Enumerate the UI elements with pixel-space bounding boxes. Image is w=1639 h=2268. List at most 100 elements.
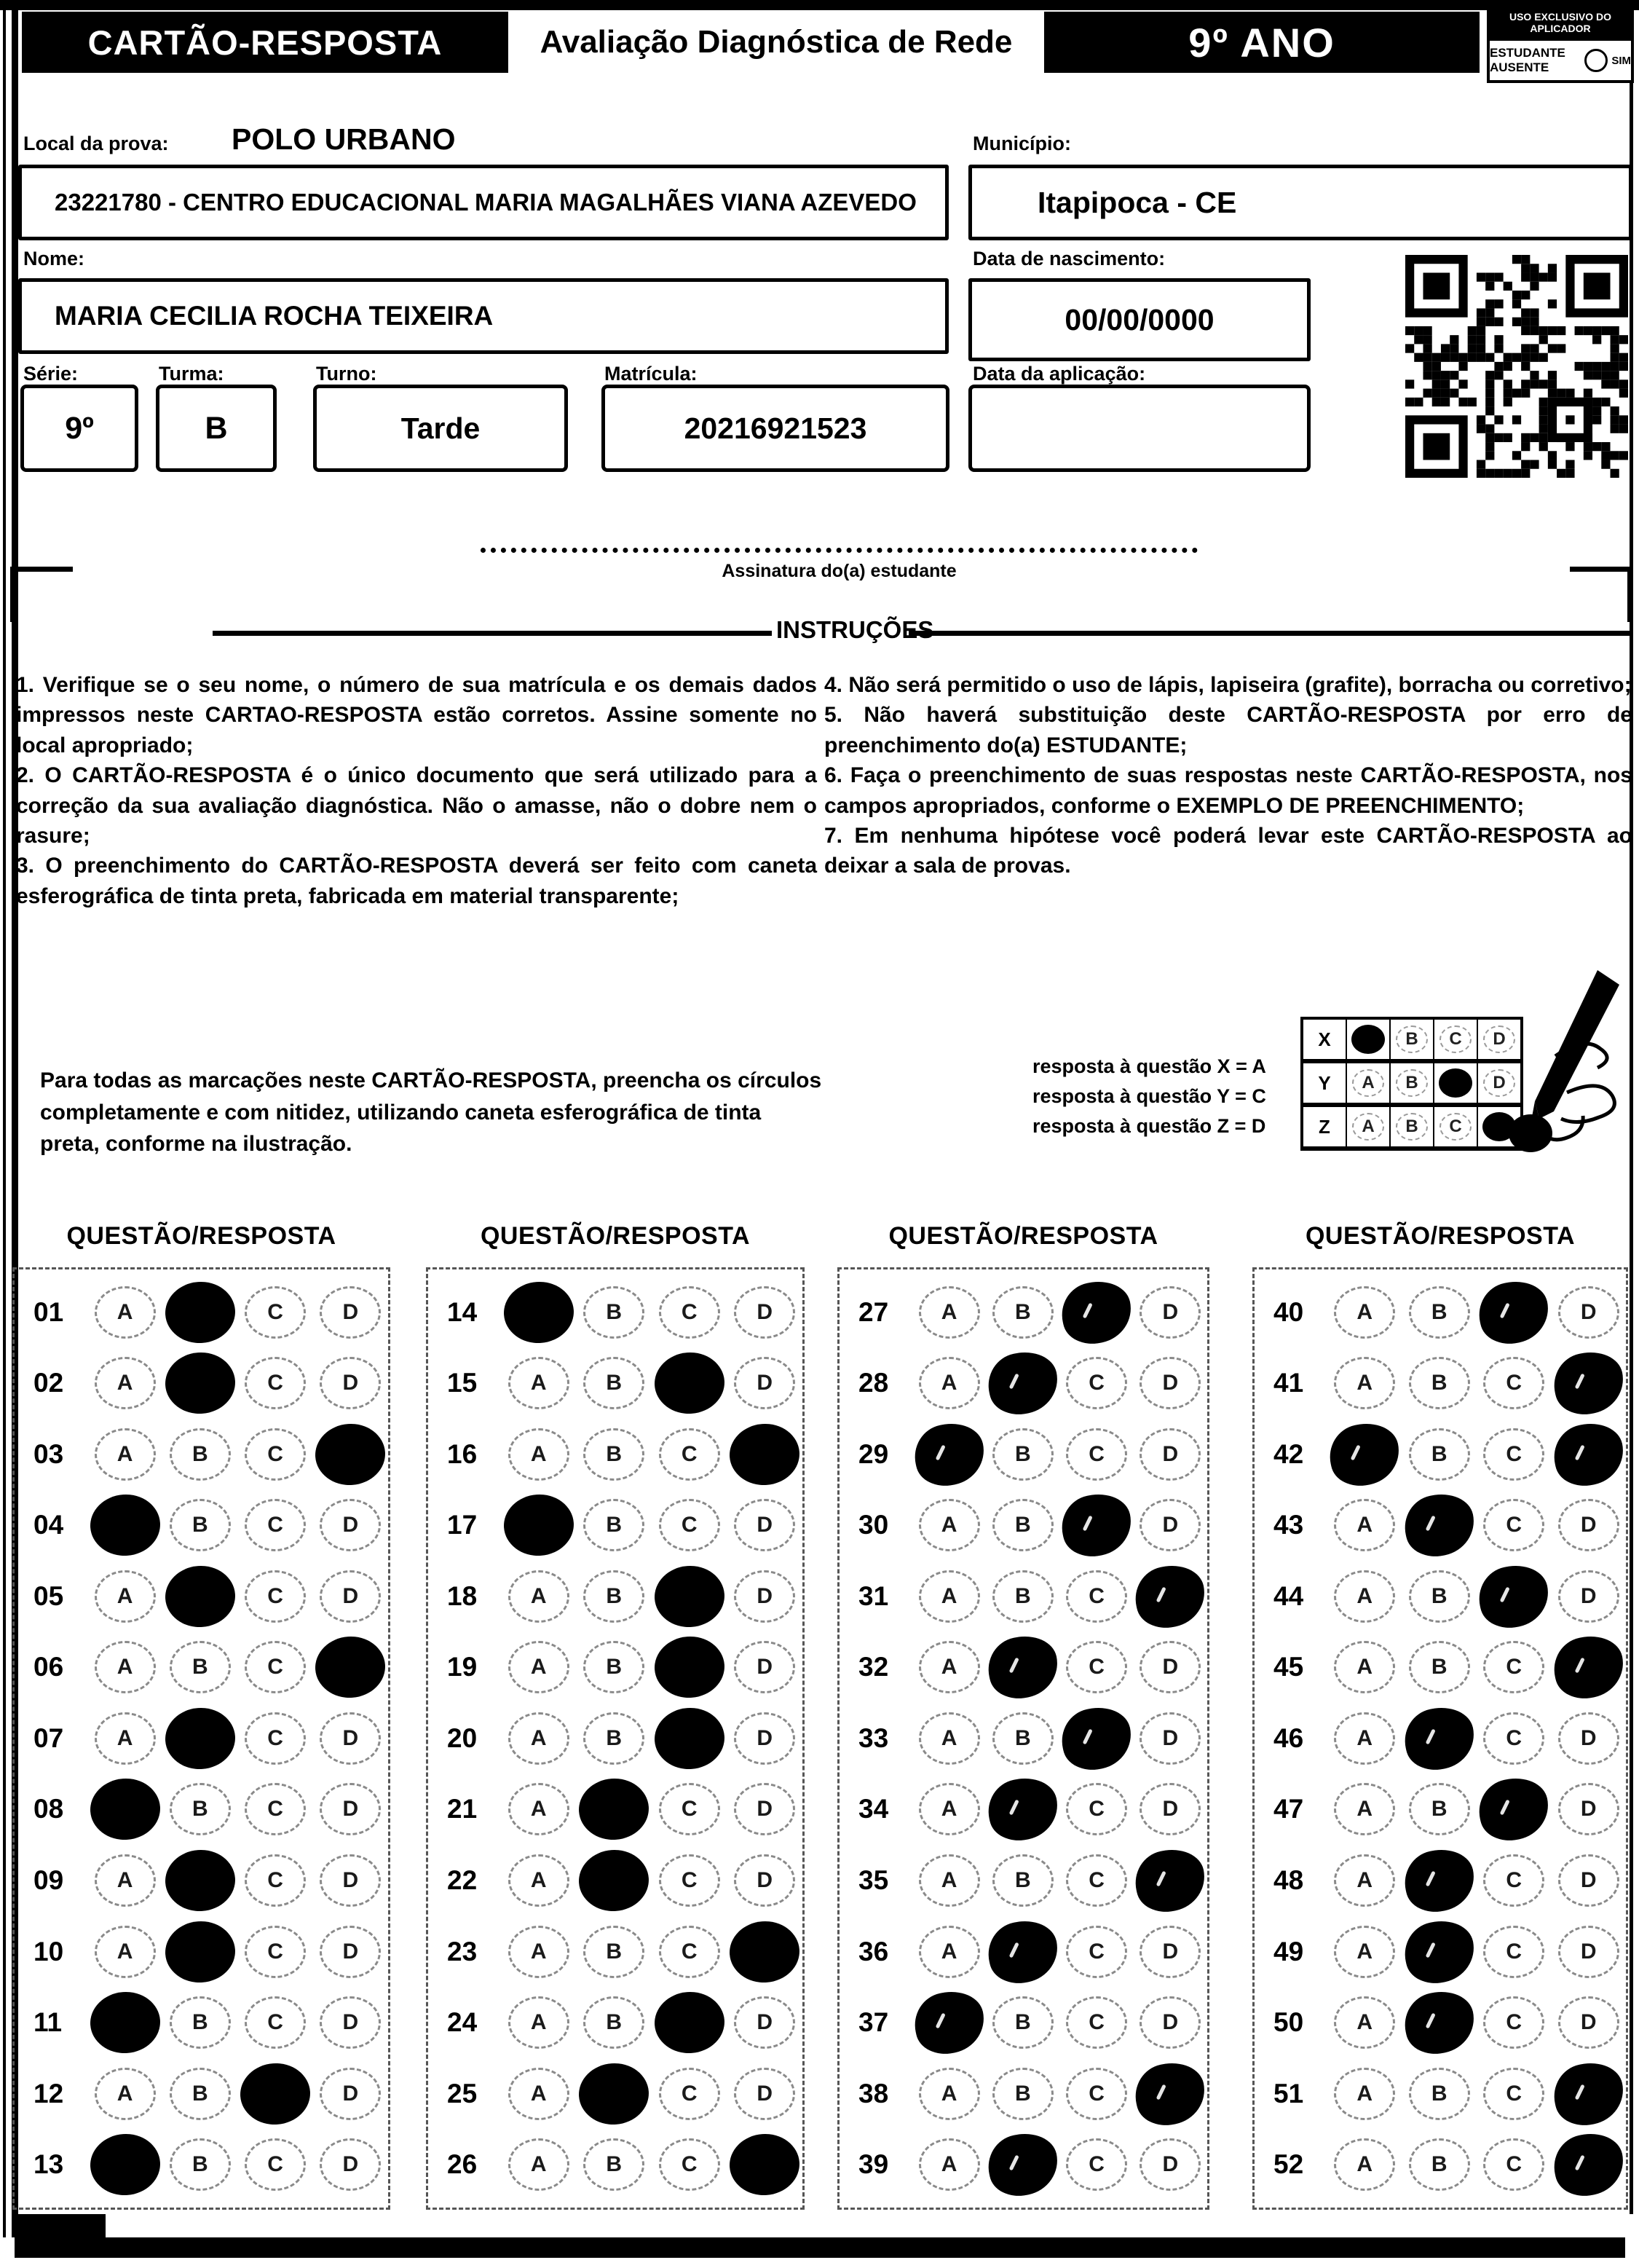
filled-bubble-08-A[interactable]	[87, 1776, 162, 1843]
bubble-08-B[interactable]: B	[169, 1783, 231, 1836]
bubble-44-D[interactable]: D	[1557, 1570, 1619, 1623]
filled-bubble-45-D[interactable]	[1548, 1630, 1630, 1705]
bubble-24-A[interactable]: A	[508, 1996, 569, 2050]
bubble-09-C[interactable]: C	[245, 1854, 307, 1907]
bubble-10-A[interactable]: A	[94, 1925, 156, 1978]
filled-bubble-15-C[interactable]	[652, 1350, 727, 1417]
bubble-27-D[interactable]: D	[1140, 1285, 1201, 1339]
bubble-29-C[interactable]: C	[1066, 1428, 1128, 1481]
bubble-32-D[interactable]: D	[1140, 1641, 1201, 1694]
bubble-45-B[interactable]: B	[1408, 1641, 1470, 1694]
bubble-13-C[interactable]: C	[245, 2138, 307, 2192]
bubble-12-B[interactable]: B	[169, 2067, 231, 2120]
bubble-33-B[interactable]: B	[992, 1712, 1054, 1765]
bubble-04-B[interactable]: B	[169, 1499, 231, 1552]
bubble-48-C[interactable]: C	[1483, 1854, 1545, 1907]
bubble-48-D[interactable]: D	[1557, 1854, 1619, 1907]
filled-bubble-44-C[interactable]	[1473, 1559, 1555, 1634]
filled-bubble-29-A[interactable]	[908, 1417, 990, 1492]
bubble-33-A[interactable]: A	[918, 1712, 980, 1765]
filled-bubble-01-B[interactable]	[163, 1279, 237, 1346]
bubble-35-A[interactable]: A	[918, 1854, 980, 1907]
bubble-36-D[interactable]: D	[1140, 1925, 1201, 1978]
bubble-42-B[interactable]: B	[1408, 1428, 1470, 1481]
bubble-38-A[interactable]: A	[918, 2067, 980, 2120]
bubble-46-A[interactable]: A	[1334, 1712, 1396, 1765]
bubble-18-A[interactable]: A	[508, 1570, 569, 1623]
bubble-52-C[interactable]: C	[1483, 2138, 1545, 2192]
bubble-26-A[interactable]: A	[508, 2138, 569, 2192]
bubble-50-A[interactable]: A	[1334, 1996, 1396, 2050]
bubble-40-A[interactable]: A	[1334, 1285, 1396, 1339]
bubble-47-B[interactable]: B	[1408, 1783, 1470, 1836]
bubble-51-C[interactable]: C	[1483, 2067, 1545, 2120]
bubble-07-A[interactable]: A	[94, 1712, 156, 1765]
bubble-39-C[interactable]: C	[1066, 2138, 1128, 2192]
bubble-27-A[interactable]: A	[918, 1285, 980, 1339]
bubble-42-C[interactable]: C	[1483, 1428, 1545, 1481]
bubble-02-C[interactable]: C	[245, 1357, 307, 1410]
absent-bubble[interactable]	[1584, 49, 1608, 72]
filled-bubble-30-C[interactable]	[1056, 1488, 1137, 1563]
filled-bubble-49-B[interactable]	[1399, 1914, 1480, 1989]
bubble-32-A[interactable]: A	[918, 1641, 980, 1694]
bubble-14-D[interactable]: D	[734, 1285, 796, 1339]
bubble-08-C[interactable]: C	[245, 1783, 307, 1836]
filled-bubble-26-D[interactable]	[727, 2131, 802, 2198]
bubble-01-D[interactable]: D	[320, 1285, 382, 1339]
filled-bubble-43-B[interactable]	[1399, 1488, 1480, 1563]
bubble-24-B[interactable]: B	[583, 1996, 645, 2050]
filled-bubble-42-D[interactable]	[1548, 1417, 1630, 1492]
filled-bubble-13-A[interactable]	[87, 2131, 162, 2198]
filled-bubble-05-B[interactable]	[163, 1563, 237, 1630]
filled-bubble-11-A[interactable]	[87, 1989, 162, 2056]
bubble-11-B[interactable]: B	[169, 1996, 231, 2050]
bubble-40-D[interactable]: D	[1557, 1285, 1619, 1339]
bubble-19-B[interactable]: B	[583, 1641, 645, 1694]
bubble-47-D[interactable]: D	[1557, 1783, 1619, 1836]
bubble-30-A[interactable]: A	[918, 1499, 980, 1552]
bubble-20-D[interactable]: D	[734, 1712, 796, 1765]
filled-bubble-32-B[interactable]	[982, 1630, 1064, 1705]
filled-bubble-07-B[interactable]	[163, 1705, 237, 1772]
bubble-39-D[interactable]: D	[1140, 2138, 1201, 2192]
filled-bubble-31-D[interactable]	[1129, 1559, 1212, 1634]
bubble-19-D[interactable]: D	[734, 1641, 796, 1694]
bubble-52-A[interactable]: A	[1334, 2138, 1396, 2192]
bubble-47-A[interactable]: A	[1334, 1783, 1396, 1836]
bubble-29-B[interactable]: B	[992, 1428, 1054, 1481]
bubble-28-A[interactable]: A	[918, 1357, 980, 1410]
bubble-31-C[interactable]: C	[1066, 1570, 1128, 1623]
bubble-15-D[interactable]: D	[734, 1357, 796, 1410]
bubble-15-A[interactable]: A	[508, 1357, 569, 1410]
bubble-15-B[interactable]: B	[583, 1357, 645, 1410]
bubble-36-A[interactable]: A	[918, 1925, 980, 1978]
bubble-07-D[interactable]: D	[320, 1712, 382, 1765]
bubble-20-B[interactable]: B	[583, 1712, 645, 1765]
filled-bubble-37-A[interactable]	[908, 1985, 990, 2060]
bubble-38-B[interactable]: B	[992, 2067, 1054, 2120]
bubble-25-C[interactable]: C	[658, 2067, 720, 2120]
filled-bubble-35-D[interactable]	[1129, 1843, 1212, 1918]
bubble-02-D[interactable]: D	[320, 1357, 382, 1410]
bubble-37-D[interactable]: D	[1140, 1996, 1201, 2050]
bubble-43-C[interactable]: C	[1483, 1499, 1545, 1552]
bubble-25-A[interactable]: A	[508, 2067, 569, 2120]
bubble-41-B[interactable]: B	[1408, 1357, 1470, 1410]
bubble-05-A[interactable]: A	[94, 1570, 156, 1623]
filled-bubble-27-C[interactable]	[1056, 1275, 1137, 1350]
filled-bubble-38-D[interactable]	[1129, 2056, 1212, 2131]
bubble-10-D[interactable]: D	[320, 1925, 382, 1978]
bubble-41-A[interactable]: A	[1334, 1357, 1396, 1410]
bubble-34-A[interactable]: A	[918, 1783, 980, 1836]
bubble-05-C[interactable]: C	[245, 1570, 307, 1623]
filled-bubble-04-A[interactable]	[87, 1492, 162, 1559]
bubble-41-C[interactable]: C	[1483, 1357, 1545, 1410]
filled-bubble-36-B[interactable]	[982, 1914, 1064, 1989]
bubble-45-A[interactable]: A	[1334, 1641, 1396, 1694]
bubble-35-B[interactable]: B	[992, 1854, 1054, 1907]
bubble-01-A[interactable]: A	[94, 1285, 156, 1339]
filled-bubble-18-C[interactable]	[652, 1563, 727, 1630]
filled-bubble-47-C[interactable]	[1473, 1772, 1555, 1847]
bubble-22-D[interactable]: D	[734, 1854, 796, 1907]
